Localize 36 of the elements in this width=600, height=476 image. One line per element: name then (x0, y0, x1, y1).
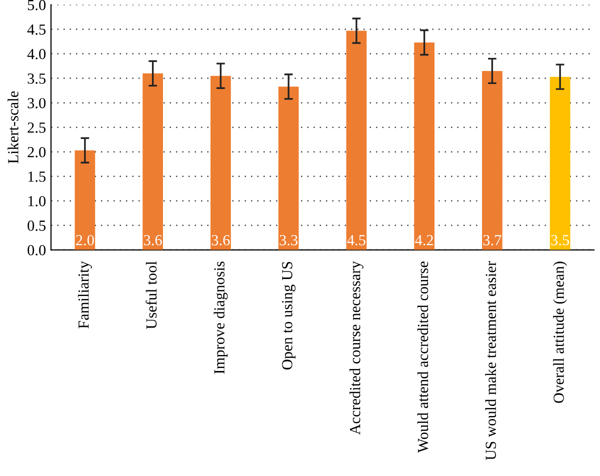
data-label: 4.5 (347, 235, 366, 246)
y-tick-label: 0.0 (28, 245, 46, 256)
data-label: 4.2 (415, 235, 434, 246)
bar (414, 42, 434, 250)
x-tick-label: US would make treatment easier (485, 261, 496, 460)
y-tick-label: 4.5 (27, 24, 46, 35)
y-tick-label: 2.5 (28, 122, 46, 133)
y-tick-label: 1.5 (28, 172, 46, 182)
data-label: 3.6 (144, 235, 162, 246)
bar (278, 86, 299, 250)
bar (142, 73, 163, 250)
data-label: 3.6 (212, 235, 230, 246)
x-tick-label: Overall attitude (mean) (553, 262, 567, 403)
data-label: 3.7 (483, 235, 502, 246)
data-label: 3.3 (280, 235, 298, 246)
y-tick-label: 4.0 (27, 48, 46, 60)
y-tick-label: 3.0 (28, 98, 46, 108)
x-tick-label: Accredited course necessary (349, 261, 364, 435)
y-tick-label: 2.0 (28, 146, 46, 158)
x-tick-label: Would attend accredited course (417, 262, 428, 453)
bar (210, 76, 231, 250)
bar (482, 70, 502, 250)
x-tick-label: Open to using US (282, 262, 296, 370)
x-tick-label: Useful tool (146, 261, 157, 330)
data-label: 3.5 (551, 235, 570, 246)
y-tick-label: 5.0 (28, 0, 46, 10)
y-tick-label: 3.5 (28, 73, 46, 84)
y-axis-title: Likert-scale (8, 91, 18, 164)
bar (550, 76, 570, 250)
y-tick-label: 1.0 (28, 196, 46, 206)
data-label: 2.0 (76, 235, 94, 246)
x-tick-label: Improve diagnosis (214, 262, 228, 374)
bar (346, 30, 367, 250)
y-tick-label: 0.5 (28, 220, 46, 231)
x-tick-label: Familiarity (78, 261, 92, 328)
bar (74, 150, 96, 250)
